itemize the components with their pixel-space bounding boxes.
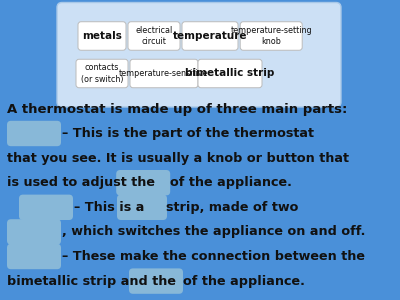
Text: temperature: temperature — [173, 31, 247, 41]
FancyBboxPatch shape — [19, 195, 73, 220]
FancyBboxPatch shape — [128, 22, 180, 50]
Text: of the appliance.: of the appliance. — [170, 176, 292, 189]
FancyBboxPatch shape — [116, 170, 170, 195]
Text: temperature-setting
knob: temperature-setting knob — [230, 26, 312, 46]
Text: temperature-sensitive: temperature-sensitive — [119, 69, 209, 78]
FancyBboxPatch shape — [7, 121, 61, 146]
FancyBboxPatch shape — [240, 22, 302, 50]
Text: – These make the connection between the: – These make the connection between the — [62, 250, 365, 263]
Text: electrical
circuit: electrical circuit — [135, 26, 173, 46]
Text: bimetallic strip: bimetallic strip — [185, 68, 275, 79]
FancyBboxPatch shape — [182, 22, 238, 50]
FancyBboxPatch shape — [129, 268, 183, 294]
Text: bimetallic strip and the: bimetallic strip and the — [7, 274, 176, 288]
FancyBboxPatch shape — [7, 219, 61, 244]
Text: is used to adjust the: is used to adjust the — [7, 176, 155, 189]
Text: – This is the part of the thermostat: – This is the part of the thermostat — [62, 127, 314, 140]
FancyBboxPatch shape — [7, 244, 61, 269]
Text: that you see. It is usually a knob or button that: that you see. It is usually a knob or bu… — [7, 152, 349, 165]
Text: metals: metals — [82, 31, 122, 41]
FancyBboxPatch shape — [117, 195, 167, 220]
FancyBboxPatch shape — [76, 59, 128, 88]
FancyBboxPatch shape — [198, 59, 262, 88]
Text: , which switches the appliance on and off.: , which switches the appliance on and of… — [62, 225, 365, 239]
FancyBboxPatch shape — [130, 59, 198, 88]
FancyBboxPatch shape — [78, 22, 126, 50]
Text: contacts
(or switch): contacts (or switch) — [81, 63, 123, 83]
Text: – This is a: – This is a — [74, 201, 144, 214]
Text: strip, made of two: strip, made of two — [166, 201, 298, 214]
Text: A thermostat is made up of three main parts:: A thermostat is made up of three main pa… — [7, 103, 347, 116]
FancyBboxPatch shape — [57, 2, 341, 107]
Text: of the appliance.: of the appliance. — [183, 274, 305, 288]
